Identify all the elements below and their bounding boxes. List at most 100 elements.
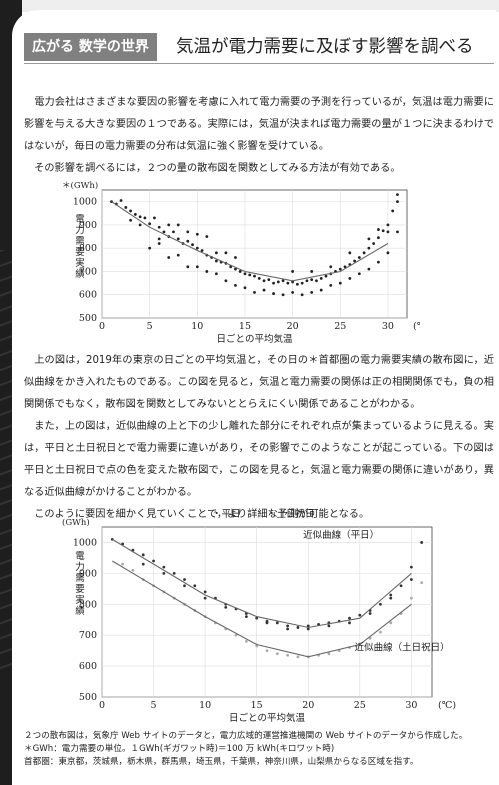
data-point — [257, 277, 261, 280]
data-point — [186, 265, 190, 269]
trend-curve-2 — [112, 560, 412, 658]
data-point — [377, 236, 380, 240]
data-point — [367, 246, 371, 250]
data-point-holiday — [409, 596, 413, 600]
data-point-weekday — [152, 559, 155, 563]
data-point-holiday — [327, 652, 331, 656]
data-point — [138, 215, 142, 219]
legend-item-2: ・土日祝日 — [267, 508, 315, 520]
data-point — [319, 277, 323, 280]
data-point — [357, 272, 361, 276]
data-point-weekday — [255, 616, 259, 620]
x-tick-label: 30 — [382, 321, 394, 332]
x-tick-label: 15 — [251, 700, 263, 711]
data-point — [243, 272, 247, 276]
data-point — [143, 216, 147, 220]
y-tick-label: 1000 — [73, 197, 97, 208]
data-point — [348, 277, 352, 280]
data-point — [167, 256, 171, 259]
data-point — [205, 270, 209, 273]
data-point — [248, 273, 252, 277]
data-point-holiday — [286, 653, 290, 657]
data-point — [338, 267, 342, 271]
data-point — [315, 279, 318, 283]
x-tick-label: 30 — [405, 700, 417, 711]
data-point — [386, 230, 390, 234]
data-point — [281, 279, 285, 283]
data-point — [367, 237, 371, 241]
data-point-weekday — [162, 565, 166, 569]
header: 広がる 数学の世界 気温が電力需要に及ぼす影響を調べる — [24, 33, 494, 63]
data-point — [195, 265, 199, 269]
data-point — [291, 291, 295, 294]
data-point — [234, 284, 237, 287]
title-rule — [24, 63, 494, 64]
data-point — [381, 229, 385, 233]
x-tick-label: 25 — [334, 321, 346, 332]
x-tick-label: 10 — [191, 321, 203, 332]
intro-paragraph-1: 電力会社はさまざまな要因の影響を考慮に入れて電力需要の予測を行っているが，気温は… — [24, 97, 494, 152]
data-point — [214, 251, 218, 255]
data-point — [386, 223, 390, 227]
page — [12, 10, 496, 785]
x-tick-label: 5 — [151, 700, 157, 711]
data-point-holiday — [244, 639, 248, 643]
data-point — [214, 272, 218, 276]
data-point-weekday — [172, 571, 176, 575]
data-point-weekday — [183, 578, 186, 581]
footnote-unit: ＊GWh：電力需要の単位。１GWh(ギガワット時)＝100 万 kWh(キロワッ… — [24, 744, 335, 754]
data-point — [305, 279, 309, 283]
data-point — [253, 274, 256, 278]
data-point-weekday — [141, 553, 145, 557]
data-point — [224, 279, 228, 283]
y-tick-label: 600 — [79, 661, 97, 672]
y-unit-label: (GWh) — [62, 517, 90, 528]
data-point — [300, 293, 304, 297]
data-point-weekday — [306, 624, 310, 628]
x-tick-label: 0 — [99, 700, 105, 711]
x-tick-label: 15 — [239, 321, 251, 332]
y-tick-label: 800 — [79, 243, 97, 254]
data-point — [338, 281, 342, 285]
data-point — [172, 230, 175, 234]
data-point-weekday — [265, 621, 269, 625]
data-point — [157, 225, 161, 229]
background-top-strip — [22, 0, 499, 12]
data-point — [267, 278, 271, 281]
data-point — [214, 259, 218, 263]
footnote-capital-region: 首都圏：東京都，茨城県，栃木県，群馬県，埼玉県，千葉県，神奈川県，山梨県からなる… — [24, 757, 419, 767]
data-point — [377, 228, 380, 231]
scatter-chart-1: 0 5 10 15 20 25 30 500 600 700 800 900 1000 ＊(GWh) (℃)… — [62, 180, 420, 345]
data-point — [119, 199, 123, 202]
data-point-weekday — [203, 596, 207, 600]
data-point — [234, 267, 237, 271]
data-point-weekday — [399, 584, 403, 588]
data-point — [300, 281, 304, 285]
data-point-holiday — [131, 568, 135, 572]
data-point — [262, 279, 266, 283]
data-point — [153, 216, 156, 220]
data-point — [396, 200, 399, 204]
x-axis-label: 日ごとの平均気温 — [229, 712, 305, 724]
x-axis-label: 日ごとの平均気温 — [217, 333, 293, 345]
data-point-weekday — [348, 621, 351, 625]
data-point — [157, 237, 161, 241]
data-point-weekday — [327, 624, 331, 628]
data-point — [243, 286, 247, 290]
data-point — [281, 293, 285, 297]
y-tick-label: 700 — [79, 266, 97, 277]
middle-paragraph-3: このように要因を細かく見ていくことで，より詳細な予測が可能となる。 — [34, 509, 370, 520]
plot-frame — [101, 526, 433, 698]
data-point — [362, 251, 366, 255]
data-point — [133, 213, 137, 216]
x-tick-label: 25 — [354, 700, 366, 711]
intro-paragraph-2: その影響を調べるには，２つの量の散布図を関数としてみる方法が有効である。 — [34, 163, 401, 174]
data-point — [176, 237, 180, 241]
page-title: 気温が電力需要に及ぼす影響を調べる — [176, 37, 474, 57]
x-unit-label: (℃) — [413, 321, 420, 332]
data-point — [386, 251, 390, 255]
y-tick-label: 600 — [79, 290, 97, 301]
y-axis-label: 電力需要実績 — [75, 214, 85, 280]
y-tick-label: 700 — [79, 630, 97, 641]
data-point — [186, 239, 190, 243]
